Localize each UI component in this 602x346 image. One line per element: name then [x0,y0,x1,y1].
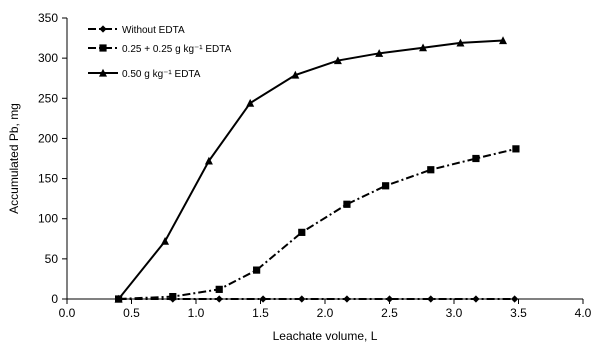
data-point [215,285,223,293]
data-point [375,49,384,57]
data-point [204,156,213,165]
chart-axes: 0 50 100 150 200 250 300 350 0.0 0.5 1.0 1.5 2.0 2.5 3… [38,11,592,320]
x-tick-label: 2.5 [381,306,398,320]
data-point [343,295,351,303]
x-tick-label: 1.0 [188,306,205,320]
x-tick-label: 0.0 [59,306,76,320]
y-axis-title: Accumulated Pb, mg [7,103,21,214]
data-point [298,228,306,236]
y-tick-label: 350 [38,11,58,25]
y-tick-label: 100 [38,212,58,226]
data-point [215,295,223,303]
data-point [382,182,390,190]
x-tick-label: 4.0 [575,306,592,320]
x-tick-label: 3.5 [510,306,527,320]
legend-label: 0.25 + 0.25 g kg⁻¹ EDTA [122,44,232,55]
data-point [259,295,267,303]
series-3-line [117,39,504,300]
data-point [253,266,261,274]
data-point [427,295,435,303]
chart-series [114,36,520,303]
data-point [333,56,342,65]
legend-label: 0.50 g kg⁻¹ EDTA [122,69,201,80]
x-tick-label: 2.0 [317,306,334,320]
legend-marker [99,44,107,52]
data-point [472,154,480,163]
data-point [427,166,435,174]
data-point [499,36,508,45]
data-point [419,43,428,52]
legend-marker [99,25,107,33]
data-point [472,295,480,303]
data-point [114,294,123,303]
x-tick-label: 3.0 [446,306,463,320]
y-tick-label: 0 [51,292,58,306]
y-tick-label: 50 [45,252,59,266]
chart-legend: Without EDTA 0.25 + 0.25 g kg⁻¹ EDTA 0.50 … [88,25,232,80]
series-3 [114,36,508,303]
legend-label: Without EDTA [122,25,185,36]
data-point [298,295,306,303]
data-point [343,200,351,208]
y-tick-label: 200 [38,131,58,145]
series-2-line [118,147,517,300]
data-point [456,38,465,47]
data-point [161,236,170,245]
y-tick-label: 150 [38,172,58,186]
data-point [511,295,519,303]
data-point [246,98,255,107]
y-tick-label: 250 [38,91,58,105]
series-2 [115,145,520,303]
x-tick-label: 0.5 [123,306,140,320]
x-tick-label: 1.5 [252,306,269,320]
data-point [385,295,394,303]
x-axis-title: Leachate volume, L [273,329,378,343]
y-tick-label: 300 [38,51,58,65]
data-point [291,70,300,79]
legend-marker [99,68,107,77]
data-point [169,292,177,301]
data-point [512,145,520,153]
